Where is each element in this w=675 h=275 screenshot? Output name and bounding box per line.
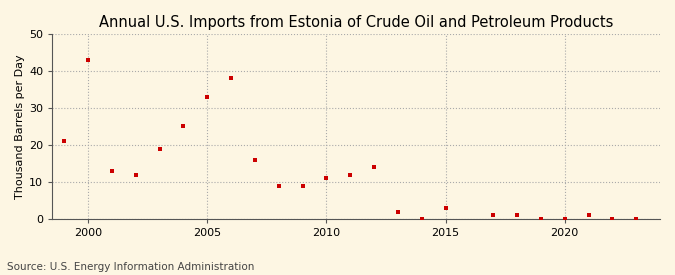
Y-axis label: Thousand Barrels per Day: Thousand Barrels per Day	[15, 54, 25, 199]
Point	[345, 172, 356, 177]
Point	[607, 217, 618, 221]
Title: Annual U.S. Imports from Estonia of Crude Oil and Petroleum Products: Annual U.S. Imports from Estonia of Crud…	[99, 15, 614, 30]
Point	[369, 165, 379, 169]
Point	[107, 169, 117, 173]
Point	[154, 147, 165, 151]
Point	[488, 213, 499, 218]
Point	[225, 76, 236, 81]
Point	[392, 209, 403, 214]
Point	[82, 58, 93, 62]
Point	[202, 95, 213, 99]
Point	[583, 213, 594, 218]
Point	[321, 176, 332, 180]
Point	[440, 206, 451, 210]
Text: Source: U.S. Energy Information Administration: Source: U.S. Energy Information Administ…	[7, 262, 254, 272]
Point	[178, 124, 189, 129]
Point	[416, 217, 427, 221]
Point	[512, 213, 522, 218]
Point	[535, 217, 546, 221]
Point	[297, 183, 308, 188]
Point	[630, 217, 641, 221]
Point	[250, 158, 261, 162]
Point	[59, 139, 70, 144]
Point	[130, 172, 141, 177]
Point	[273, 183, 284, 188]
Point	[560, 217, 570, 221]
